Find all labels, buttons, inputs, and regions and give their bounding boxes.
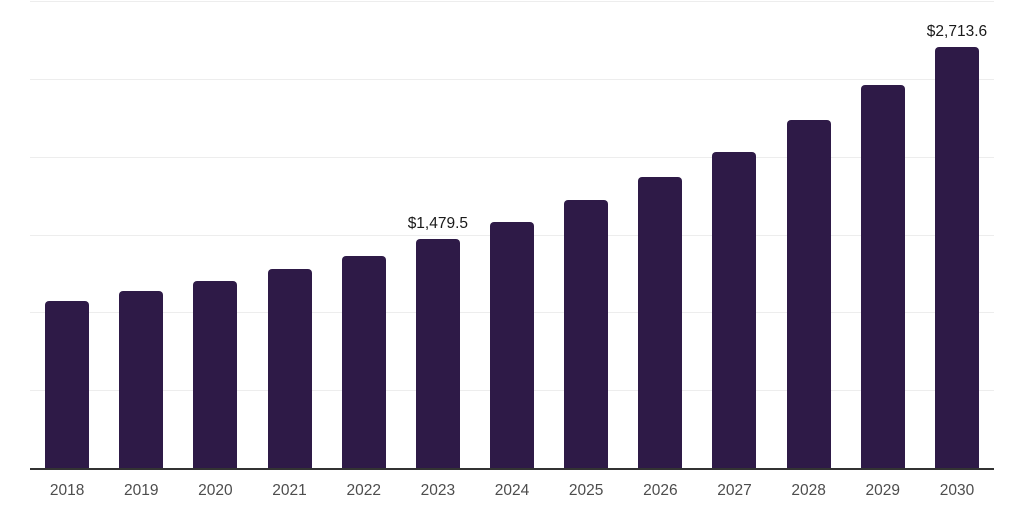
x-tick-2021: 2021 — [272, 482, 307, 499]
bar-band-2028 — [772, 2, 846, 469]
bar-2026 — [638, 176, 683, 469]
bar-band-2020 — [178, 2, 252, 469]
bar-2025 — [564, 199, 609, 469]
bar-2029 — [860, 85, 905, 469]
x-tick-2026: 2026 — [643, 482, 678, 499]
bar-2024 — [490, 221, 535, 469]
bar-band-2018 — [30, 2, 104, 469]
x-tick-2019: 2019 — [123, 482, 159, 499]
bar-band-2025 — [549, 2, 623, 469]
bar-band-2027 — [697, 2, 771, 469]
bar-2028 — [786, 120, 831, 469]
bar-band-2019 — [104, 2, 178, 469]
x-tick-2022: 2022 — [346, 482, 381, 499]
bar-band-2022 — [327, 2, 401, 469]
bar-2027 — [712, 151, 757, 469]
bar-band-2029 — [846, 2, 920, 469]
gridline — [30, 78, 994, 80]
plot-area: $1,479.5 $2,713.6 — [30, 1, 994, 470]
bar-2021 — [267, 268, 312, 469]
x-tick-2029: 2029 — [865, 482, 901, 499]
x-tick-2018: 2018 — [49, 482, 85, 499]
x-axis-labels: 2018 2019 2020 2021 2022 2023 2024 2025 2026 2027… — [30, 482, 994, 501]
data-label-2030: $2,713.6 — [926, 23, 988, 41]
bar-band-2026 — [623, 2, 697, 469]
x-tick-2030: 2030 — [939, 482, 975, 499]
x-axis-line — [30, 468, 994, 470]
bar-band-2024 — [475, 2, 549, 469]
bar-2020 — [193, 280, 238, 469]
x-tick-2020: 2020 — [198, 482, 233, 499]
x-tick-2025: 2025 — [568, 482, 604, 499]
x-tick-2027: 2027 — [717, 482, 752, 499]
bar-2023 — [415, 238, 460, 469]
bar-2018 — [45, 300, 90, 469]
bar-band-2030: $2,713.6 — [920, 2, 994, 469]
bar-2019 — [119, 290, 164, 469]
bar-2030 — [934, 46, 979, 469]
x-tick-2028: 2028 — [791, 482, 826, 499]
x-tick-2023: 2023 — [420, 482, 456, 499]
bar-2022 — [341, 255, 386, 469]
bar-band-2021 — [252, 2, 326, 469]
bars: $1,479.5 $2,713.6 — [30, 2, 994, 469]
x-tick-2024: 2024 — [494, 482, 530, 499]
gridline — [30, 156, 994, 158]
bar-band-2023: $1,479.5 — [401, 2, 475, 469]
gridline — [30, 1, 994, 2]
data-label-2023: $1,479.5 — [407, 215, 469, 233]
